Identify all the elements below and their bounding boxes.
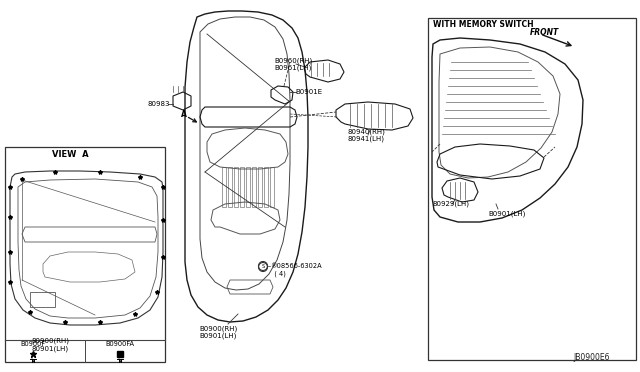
Text: B0960(RH)
B0961(LH): B0960(RH) B0961(LH)	[274, 57, 312, 71]
Text: B0900F: B0900F	[20, 341, 45, 347]
Text: WITH MEMORY SWITCH: WITH MEMORY SWITCH	[433, 19, 534, 29]
Text: ®08566-6302A
  ( 4): ®08566-6302A ( 4)	[270, 263, 322, 277]
Text: FRONT: FRONT	[530, 28, 559, 36]
Text: S: S	[261, 263, 264, 269]
Text: 80929(LH): 80929(LH)	[433, 201, 470, 207]
Text: B0901(LH): B0901(LH)	[488, 211, 525, 217]
Text: JB0900E6: JB0900E6	[573, 353, 609, 362]
Text: B0901E: B0901E	[295, 89, 322, 95]
Text: 80983: 80983	[148, 101, 170, 107]
Text: A: A	[181, 109, 187, 119]
Text: 80940(RH)
80941(LH): 80940(RH) 80941(LH)	[348, 128, 386, 142]
Text: 80900(RH)
80901(LH): 80900(RH) 80901(LH)	[31, 338, 69, 352]
Text: B0900(RH)
B0901(LH): B0900(RH) B0901(LH)	[199, 325, 237, 339]
Text: VIEW  A: VIEW A	[52, 150, 88, 158]
Text: B0900FA: B0900FA	[106, 341, 134, 347]
